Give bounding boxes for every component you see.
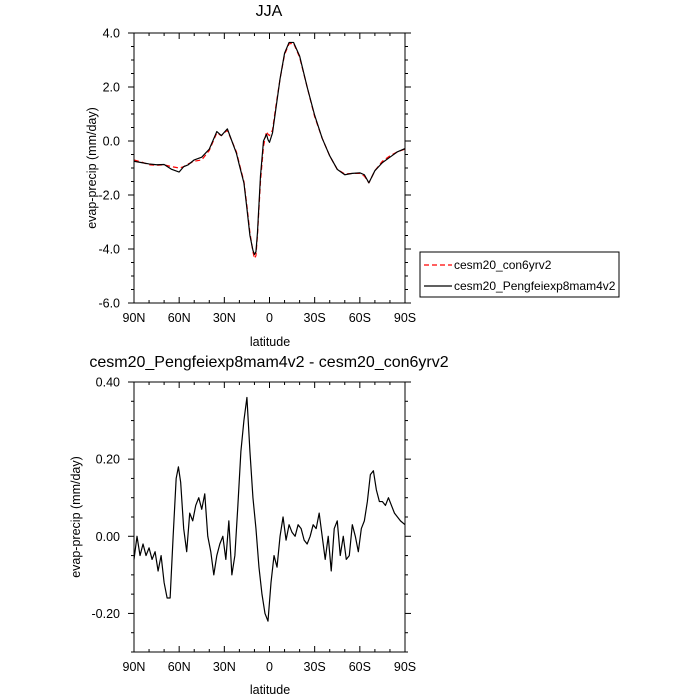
bottom-ticks: 90N 60N 30N 0 30S 60S 90S -0.20 0.00 0.20 0.40 — [92, 376, 417, 675]
top-series-line-cesm20_Pengfeiexp8mam4v2 — [133, 41, 406, 255]
bottom-x-tick-label: 60S — [349, 660, 371, 674]
top-x-tick-label: 60S — [349, 311, 371, 325]
bottom-x-tick-label: 90S — [394, 660, 416, 674]
bottom-x-tick-label: 90N — [123, 660, 146, 674]
bottom-y-axis-label: evap-precip (mm/day) — [69, 456, 83, 578]
top-x-tick-label: 30N — [213, 311, 236, 325]
top-chart-title: JJA — [256, 3, 283, 20]
bottom-x-axis-label: latitude — [250, 683, 290, 697]
bottom-x-tick-label: 30S — [304, 660, 326, 674]
top-y-tick-label: 0.0 — [103, 135, 120, 149]
bottom-y-tick-label: -0.20 — [92, 607, 121, 621]
top-y-tick-label: -2.0 — [98, 189, 120, 203]
top-plot-frame — [133, 32, 406, 304]
bottom-series-group — [133, 396, 406, 622]
top-ticks: 90N 60N 30N 0 30S 60S 90S -6.0 -4.0 -2.0 0.0 2.0 4.0 — [98, 27, 416, 326]
bottom-x-tick-label: 60N — [168, 660, 191, 674]
top-series-line-cesm20_con6yrv2 — [133, 42, 406, 260]
legend-label-pengfei: cesm20_Pengfeiexp8mam4v2 — [454, 279, 616, 293]
bottom-y-tick-label: 0.20 — [96, 453, 120, 467]
top-y-tick-label: -4.0 — [98, 243, 120, 257]
top-x-tick-label: 0 — [266, 311, 273, 325]
top-x-axis-label: latitude — [250, 335, 290, 349]
legend-box — [419, 251, 620, 298]
top-y-tick-label: -6.0 — [98, 297, 120, 311]
top-x-tick-label: 30S — [304, 311, 326, 325]
bottom-x-tick-label: 0 — [266, 660, 273, 674]
bottom-y-tick-label: 0.00 — [96, 530, 120, 544]
bottom-series-line-0 — [133, 396, 406, 622]
bottom-x-tick-label: 30N — [213, 660, 236, 674]
bottom-chart-title: cesm20_Pengfeiexp8mam4v2 - cesm20_con6yr… — [89, 354, 448, 371]
bottom-y-tick-label: 0.40 — [96, 376, 120, 390]
top-y-tick-label: 2.0 — [103, 81, 120, 95]
legend: cesm20_con6yrv2 cesm20_Pengfeiexp8mam4v2 — [419, 251, 620, 298]
top-series-group — [133, 41, 406, 260]
top-y-tick-label: 4.0 — [103, 27, 120, 41]
top-panel: JJA 90N 60N 30N 0 30S 60S 90S -6.0 -4.0 -2.0 0.0 2.… — [85, 3, 416, 349]
legend-label-con6yrv2: cesm20_con6yrv2 — [454, 258, 552, 272]
top-x-tick-label: 90S — [394, 311, 416, 325]
top-y-axis-label: evap-precip (mm/day) — [85, 107, 99, 229]
top-x-tick-label: 90N — [123, 311, 146, 325]
bottom-panel: cesm20_Pengfeiexp8mam4v2 - cesm20_con6yr… — [69, 354, 449, 697]
top-x-tick-label: 60N — [168, 311, 191, 325]
